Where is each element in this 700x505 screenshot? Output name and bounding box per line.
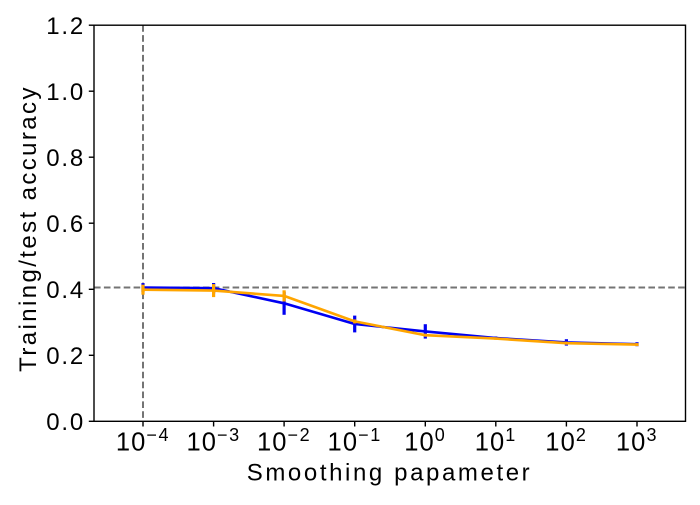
svg-text:10−3: 10−3 xyxy=(186,425,240,457)
svg-text:0.8: 0.8 xyxy=(46,145,85,172)
svg-text:Smoothing papameter: Smoothing papameter xyxy=(247,460,533,487)
svg-text:0.4: 0.4 xyxy=(46,277,85,304)
svg-text:10−4: 10−4 xyxy=(116,425,170,457)
svg-text:0.6: 0.6 xyxy=(46,211,85,238)
svg-text:Training/test accuracy: Training/test accuracy xyxy=(15,85,42,372)
svg-text:1.0: 1.0 xyxy=(46,79,85,106)
svg-text:10−1: 10−1 xyxy=(328,425,382,457)
svg-text:0.0: 0.0 xyxy=(46,409,85,436)
svg-text:0.2: 0.2 xyxy=(46,343,85,370)
svg-text:1.2: 1.2 xyxy=(46,13,85,40)
